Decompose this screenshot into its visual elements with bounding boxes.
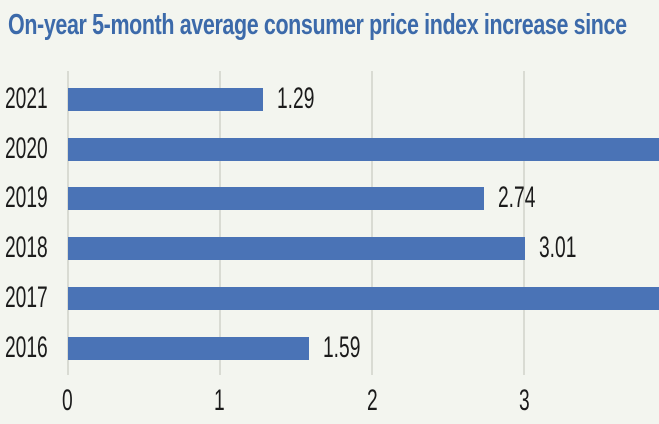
gridline-x0: [66, 71, 69, 375]
value-label-2021: 1.29: [277, 84, 335, 114]
bar-2020: [68, 137, 659, 161]
value-label-2016-text: 1.59: [322, 330, 360, 364]
value-label-2016: 1.59: [322, 330, 381, 364]
year-label-2018: 2018: [5, 233, 72, 263]
x-tick-label-0: 0: [28, 386, 108, 416]
chart-title: On-year 5-month average consumer price i…: [8, 9, 659, 42]
year-label-2018-text: 2018: [5, 231, 48, 265]
x-tick-label-2-text: 2: [366, 384, 378, 417]
gridline-x1: [218, 71, 221, 375]
gridline-x2: [370, 71, 373, 375]
x-tick-label-3: 3: [484, 386, 564, 416]
year-label-2017-text: 2017: [5, 280, 48, 314]
bar-2016: [68, 336, 309, 360]
year-label-2016-text: 2016: [5, 330, 48, 364]
value-label-2018: 3.01: [539, 233, 597, 263]
year-label-2019-text: 2019: [5, 181, 48, 215]
x-tick-label-1-text: 1: [214, 384, 226, 417]
x-tick-label-0-text: 0: [62, 384, 73, 417]
bar-2019: [68, 187, 484, 211]
year-label-2021-text: 2021: [5, 82, 48, 115]
bar-2018: [68, 237, 526, 261]
bar-2021: [68, 88, 264, 111]
chart-title-text: On-year 5-month average consumer price i…: [8, 9, 627, 41]
value-label-2019: 2.74: [498, 183, 556, 213]
year-label-2019: 2019: [5, 183, 72, 213]
value-label-2018-text: 3.01: [538, 231, 576, 265]
year-label-2020-text: 2020: [5, 131, 48, 165]
bar-2017: [68, 286, 659, 310]
x-tick-label-3-text: 3: [518, 384, 530, 417]
x-tick-label-1: 1: [180, 386, 260, 416]
year-label-2021: 2021: [5, 84, 72, 114]
value-label-2021-text: 1.29: [276, 82, 315, 115]
gridline-x3: [523, 71, 526, 375]
year-label-2020: 2020: [5, 131, 72, 165]
year-label-2016: 2016: [5, 330, 72, 364]
year-label-2017: 2017: [5, 280, 72, 314]
value-label-2019-text: 2.74: [497, 181, 535, 215]
x-tick-label-2: 2: [332, 386, 412, 416]
